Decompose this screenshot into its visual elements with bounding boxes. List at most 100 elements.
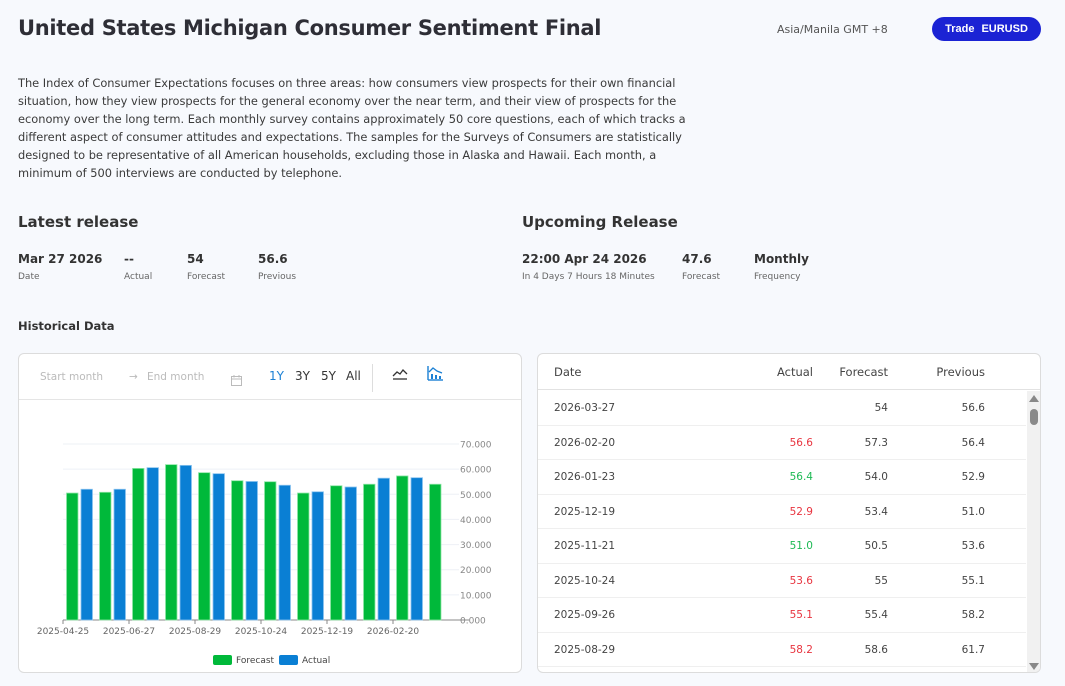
trade-button-label: Trade [945, 23, 975, 35]
table-row[interactable]: 2025-08-29 58.2 58.6 61.7 [538, 633, 1026, 667]
bar-forecast [396, 475, 409, 621]
cell-date: 2026-03-27 [554, 402, 616, 414]
bar-forecast [99, 491, 112, 621]
cell-date: 2025-11-21 [554, 540, 616, 552]
range-3y-button[interactable]: 3Y [295, 369, 310, 383]
cell-forecast: 55.4 [864, 609, 888, 621]
scrollbar-thumb[interactable] [1030, 409, 1038, 425]
y-tick-label: 30.000 [460, 541, 492, 551]
stat-value: Monthly [754, 252, 809, 266]
cell-date: 2025-10-24 [554, 574, 616, 587]
countdown-label: In 4 Days 7 Hours 18 Minutes [522, 272, 655, 282]
x-tick-label: 2025-10-24 [235, 627, 288, 637]
range-1y-button[interactable]: 1Y [269, 369, 284, 383]
latest-release-title: Latest release [18, 213, 139, 231]
table-row[interactable]: 2026-02-20 56.6 57.3 56.4 [538, 426, 1026, 460]
bar-forecast [231, 480, 244, 621]
table-row[interactable]: 2025-10-24 53.6 55 55.1 [538, 564, 1026, 598]
bar-actual [80, 488, 93, 621]
cell-actual: 56.4 [789, 471, 813, 483]
range-all-button[interactable]: All [346, 369, 361, 383]
line-chart-icon[interactable] [392, 366, 408, 385]
stat-label: Actual [124, 272, 153, 282]
trade-button[interactable]: Trade EURUSD [932, 17, 1041, 41]
col-forecast-header[interactable]: Forecast [839, 365, 888, 379]
bar-actual [344, 486, 357, 621]
range-5y-button[interactable]: 5Y [321, 369, 336, 383]
col-actual-header[interactable]: Actual [776, 365, 813, 379]
latest-forecast-stat: 54 Forecast [187, 252, 225, 282]
table-row[interactable]: 2025-09-26 55.1 55.4 58.2 [538, 598, 1026, 633]
chart-toolbar: Start month → End month 1Y 3Y 5Y All [19, 354, 521, 400]
table-row[interactable]: 2026-03-27 54 56.6 [538, 391, 1026, 426]
cell-date: 2025-08-29 [554, 643, 616, 656]
upcoming-forecast-stat: 47.6 Forecast [682, 252, 720, 282]
page-title: United States Michigan Consumer Sentimen… [18, 16, 602, 40]
indicator-description: The Index of Consumer Expectations focus… [18, 76, 686, 180]
cell-previous: 55.1 [961, 574, 985, 587]
stat-label: Date [18, 272, 40, 282]
cell-previous: 51.0 [961, 505, 985, 518]
cell-forecast: 53.4 [864, 505, 888, 518]
bar-actual [278, 484, 291, 621]
y-tick-label: 60.000 [460, 466, 492, 476]
col-previous-header[interactable]: Previous [936, 365, 985, 379]
historical-data-title: Historical Data [18, 319, 115, 333]
upcoming-release-title: Upcoming Release [522, 213, 678, 231]
chart-panel: Start month → End month 1Y 3Y 5Y All 0.0… [18, 353, 522, 673]
x-tick-label: 2026-02-20 [367, 627, 420, 637]
y-tick-label: 40.000 [460, 516, 492, 526]
legend-swatch-forecast [213, 655, 232, 665]
stat-label: Forecast [682, 272, 721, 282]
scroll-up-icon[interactable] [1029, 395, 1039, 402]
table-row[interactable]: 2026-01-23 56.4 54.0 52.9 [538, 460, 1026, 495]
legend-swatch-actual [279, 655, 298, 665]
table-header: Date Actual Forecast Previous [538, 354, 1040, 390]
bar-forecast [363, 483, 376, 621]
x-tick-label: 2025-08-29 [169, 627, 222, 637]
cell-actual: 53.6 [789, 574, 813, 587]
cell-forecast: 57.3 [864, 436, 888, 449]
stat-value: 22:00 Apr 24 2026 [522, 252, 647, 266]
trade-button-symbol: EURUSD [981, 23, 1028, 35]
stat-label: Previous [258, 272, 297, 282]
table-row[interactable]: 2025-12-19 52.9 53.4 51.0 [538, 495, 1026, 529]
upcoming-frequency-stat: Monthly Frequency [754, 252, 809, 282]
bar-actual [113, 488, 126, 621]
bar-chart-icon[interactable] [427, 365, 444, 385]
table-scrollbar[interactable] [1027, 391, 1040, 672]
end-month-input[interactable]: End month [147, 371, 205, 383]
y-tick-label: 50.000 [460, 491, 492, 501]
start-month-input[interactable]: Start month [40, 371, 104, 383]
cell-forecast: 50.5 [864, 540, 888, 552]
stat-label: Frequency [754, 272, 801, 282]
stat-value: 56.6 [258, 252, 288, 266]
cell-actual: 51.0 [789, 540, 813, 552]
bar-chart: 0.000 10.000 20.000 30.000 40.000 50.000 60.00… [37, 441, 492, 667]
bar-actual [311, 491, 324, 621]
y-tick-label: 0.000 [460, 617, 486, 627]
y-tick-label: 70.000 [460, 441, 492, 451]
cell-previous: 52.9 [961, 471, 985, 483]
x-tick-label: 2025-12-19 [301, 627, 354, 637]
table-row[interactable]: 2025-11-21 51.0 50.5 53.6 [538, 529, 1026, 564]
y-tick-label: 20.000 [460, 566, 492, 576]
bar-forecast [330, 485, 343, 621]
x-tick-label: 2025-04-25 [37, 627, 89, 637]
legend-label-forecast: Forecast [236, 656, 275, 666]
legend-label-actual: Actual [302, 656, 330, 666]
upcoming-date-stat: 22:00 Apr 24 2026 In 4 Days 7 Hours 18 M… [522, 252, 655, 282]
bar-actual [410, 477, 423, 621]
cell-previous: 56.6 [961, 402, 985, 414]
scroll-down-icon[interactable] [1029, 663, 1039, 670]
cell-date: 2025-09-26 [554, 609, 616, 621]
cell-previous: 56.4 [961, 436, 985, 449]
cell-forecast: 58.6 [864, 643, 888, 656]
calendar-icon[interactable] [231, 371, 242, 390]
latest-date-stat: Mar 27 2026 Date [18, 252, 102, 282]
stat-value: Mar 27 2026 [18, 252, 103, 266]
cell-date: 2026-01-23 [554, 471, 616, 483]
col-date-header[interactable]: Date [554, 365, 582, 379]
range-arrow-icon: → [129, 371, 138, 383]
latest-actual-stat: -- Actual [124, 252, 152, 282]
